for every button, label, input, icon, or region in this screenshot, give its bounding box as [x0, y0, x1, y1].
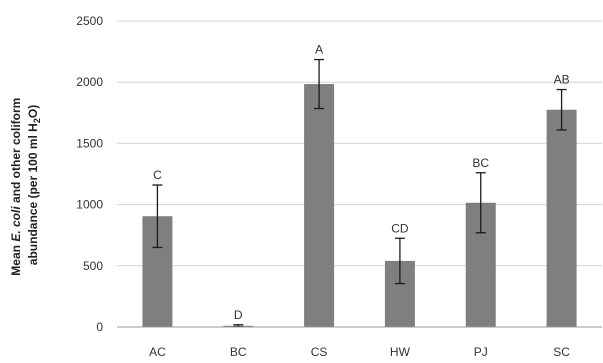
significance-label: C — [153, 168, 162, 182]
y-axis-title-italic: E. coli — [9, 206, 23, 242]
x-tick-label: SC — [553, 345, 570, 359]
y-tick-label: 1000 — [76, 198, 103, 212]
y-axis-title-line2-pre: abundance (per 100 ml H — [26, 123, 40, 265]
y-axis-title-line1: Mean E. coli and other coliform — [9, 98, 23, 276]
x-tick-label: PJ — [474, 345, 488, 359]
y-tick-label: 1500 — [76, 136, 103, 150]
y-axis-title-post: and other coliform — [9, 98, 23, 207]
x-tick-label: HW — [390, 345, 411, 359]
y-axis-ticks: 0 500 1000 1500 2000 2500 — [76, 14, 103, 334]
y-axis-title-line2: abundance (per 100 ml H2O) — [26, 105, 42, 265]
gridlines — [117, 20, 602, 267]
x-tick-label: CS — [311, 345, 328, 359]
y-axis-title-pre: Mean — [9, 242, 23, 276]
y-tick-label: 0 — [96, 320, 103, 334]
significance-label: AB — [554, 73, 570, 87]
y-axis-title-line2-post: O) — [26, 105, 40, 118]
x-tick-label: BC — [230, 345, 247, 359]
x-axis-ticks: AC BC CS HW PJ SC — [149, 345, 570, 359]
bar — [546, 109, 577, 328]
y-axis-title-subscript: 2 — [32, 118, 42, 123]
significance-label: CD — [391, 221, 409, 235]
significance-label: A — [315, 43, 323, 57]
y-tick-label: 2000 — [76, 75, 103, 89]
significance-label: BC — [472, 156, 489, 170]
bar — [304, 84, 335, 327]
bars — [142, 84, 577, 328]
y-tick-label: 2500 — [76, 14, 103, 28]
y-axis-title: Mean E. coli and other coliform abundanc… — [9, 94, 42, 275]
significance-label: D — [234, 308, 243, 322]
y-tick-label: 500 — [83, 259, 103, 273]
error-bars — [152, 58, 567, 328]
x-tick-label: AC — [149, 345, 166, 359]
